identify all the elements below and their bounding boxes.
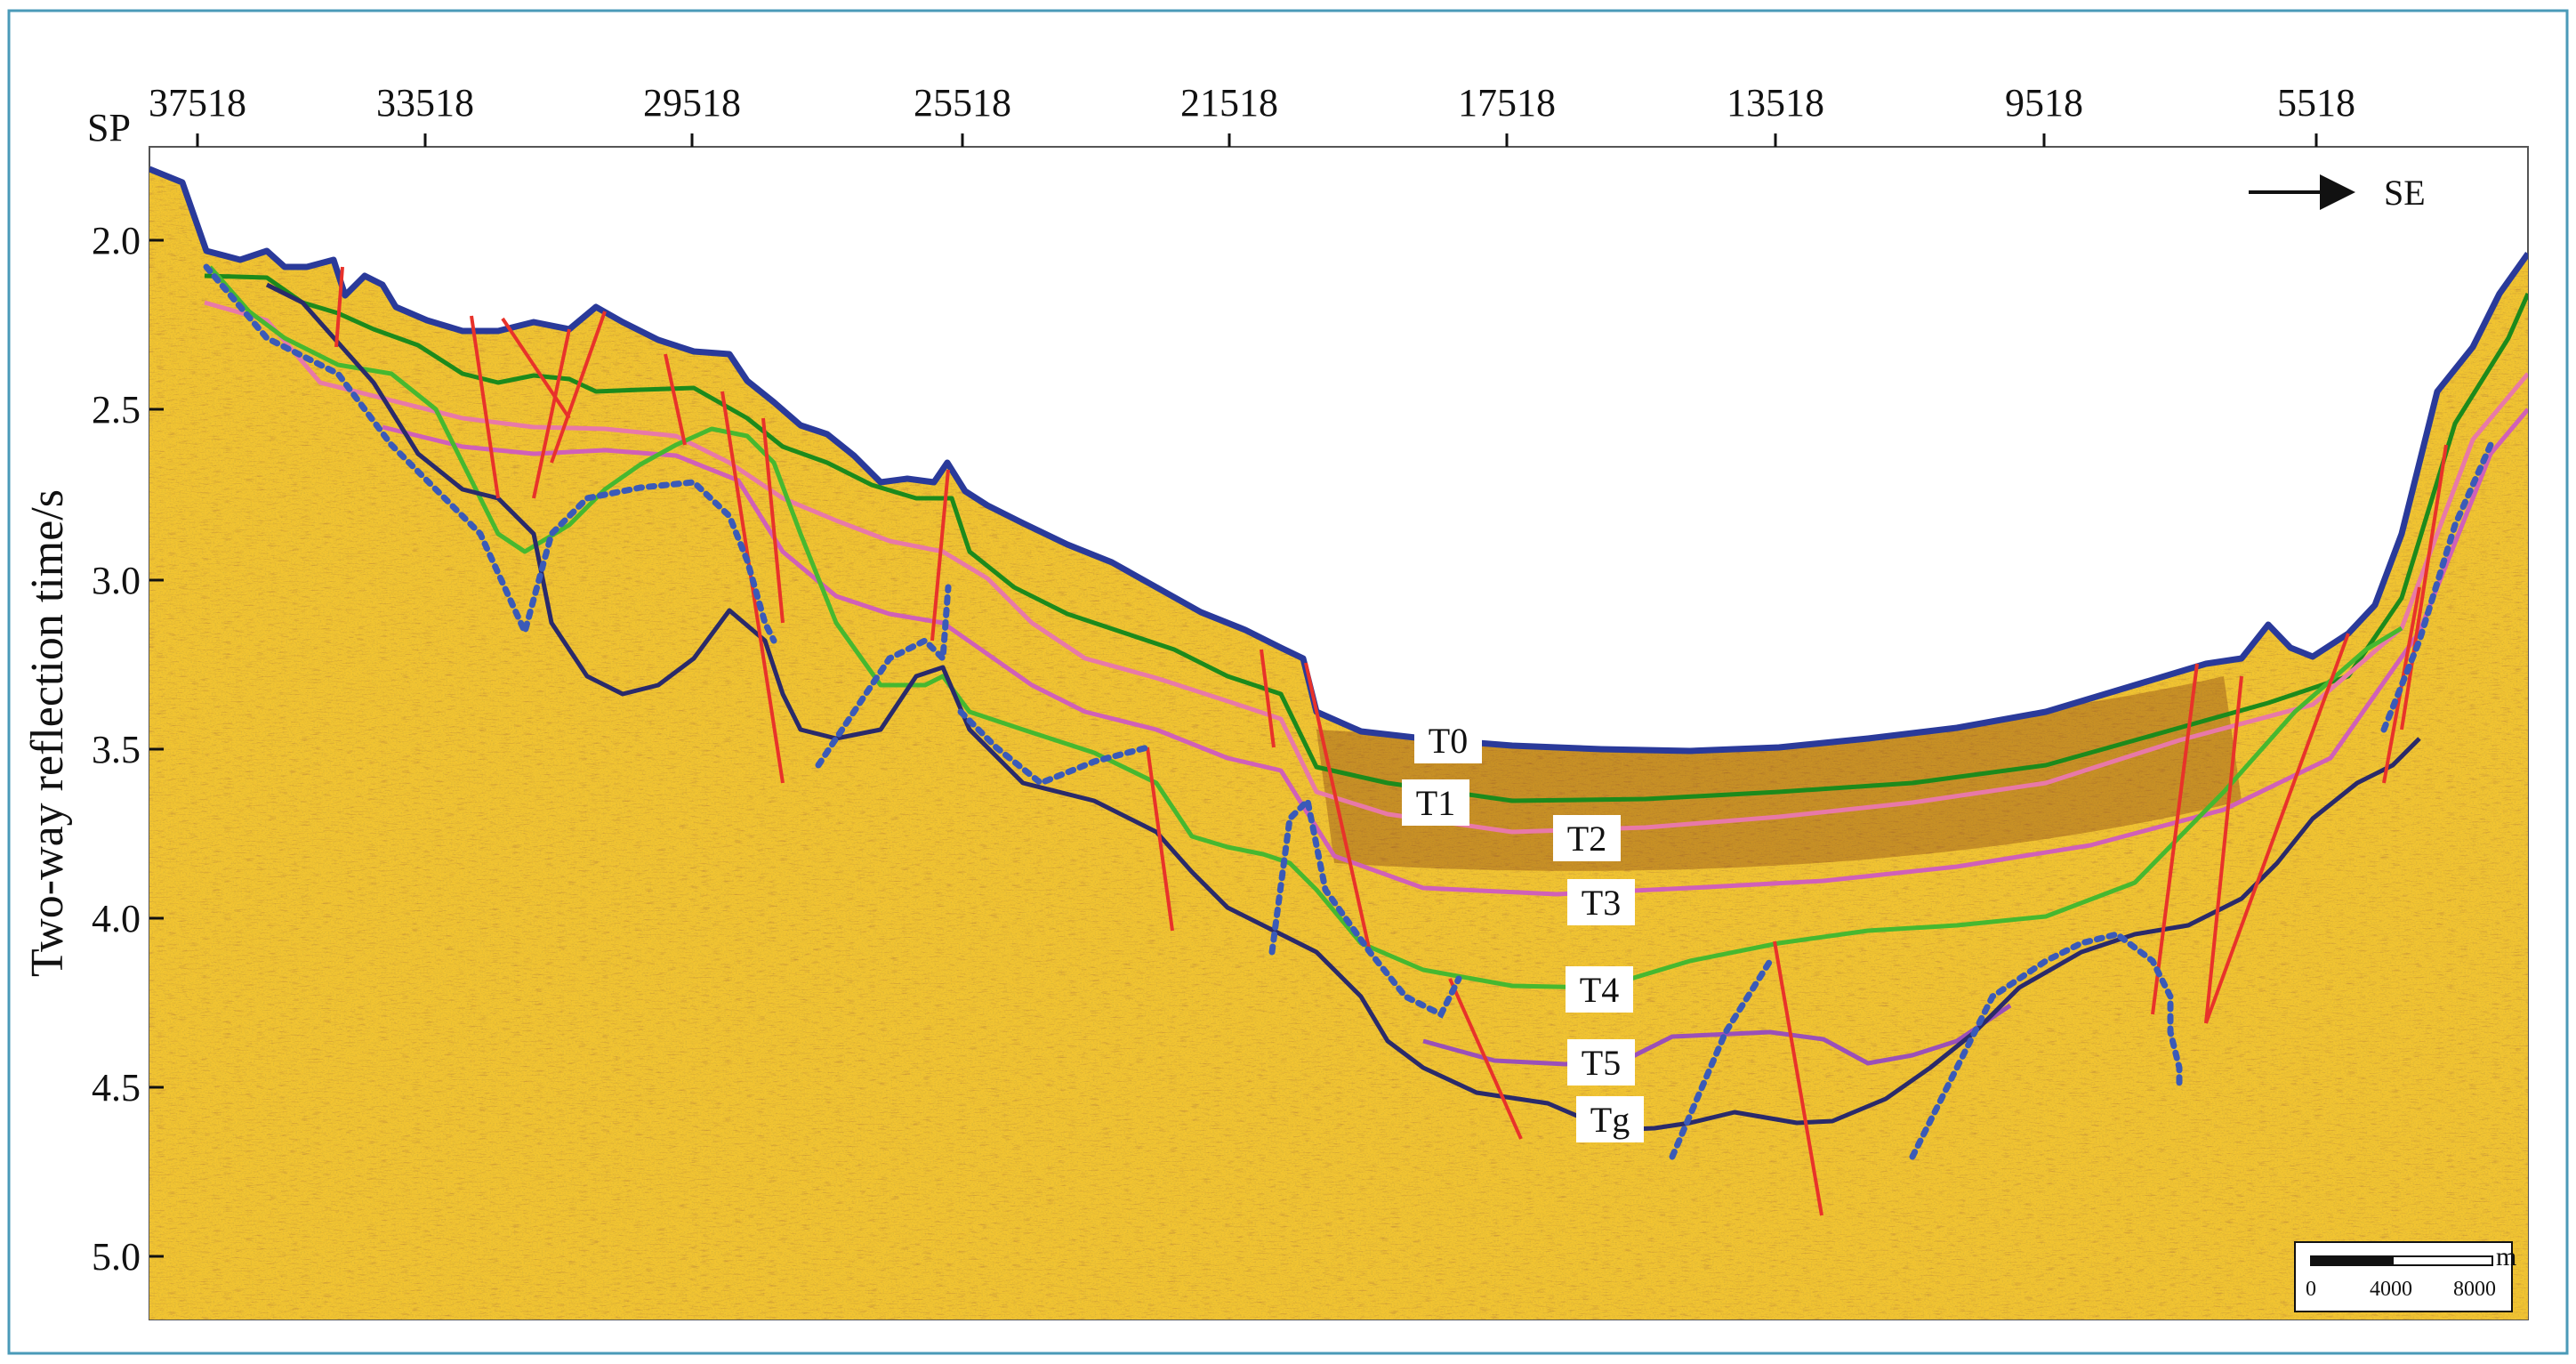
- sp-tick-label: 33518: [376, 81, 474, 125]
- horizon-t3-line: [382, 408, 2528, 897]
- scale-bar-white-segment: [2392, 1255, 2493, 1266]
- horizon-t2-line: [204, 300, 2528, 835]
- fault-line: [761, 417, 785, 624]
- direction-label: SE: [2384, 173, 2426, 213]
- fault-line: [930, 469, 950, 642]
- horizon-label-box: [1576, 1096, 1644, 1142]
- basement-boundary: [203, 263, 2494, 1160]
- horizon-tg-line: [265, 282, 2421, 1133]
- horizon-label-t2: T2: [1567, 819, 1606, 859]
- time-tick-label: 5.0: [92, 1235, 141, 1279]
- sp-axis: SP 37518 33518 29518 25518 21518 17518 13518 95…: [87, 81, 2355, 149]
- fault-line: [1448, 978, 1523, 1140]
- horizon-t5-line: [1422, 1003, 2012, 1067]
- fault-line: [1146, 747, 1174, 932]
- time-tick-label: 2.5: [92, 388, 141, 432]
- horizon-label-box: [1553, 815, 1621, 861]
- basement-dotted-line: [1669, 957, 1774, 1160]
- scale-unit: m: [2496, 1242, 2516, 1271]
- time-axis: 2.0 2.5 3.0 3.5 4.0 4.5 5.0 Two-way reflection…: [22, 219, 164, 1279]
- fault-line: [2204, 633, 2350, 1024]
- horizon-t4-line: [208, 265, 2403, 990]
- time-tick-label: 3.0: [92, 559, 141, 602]
- time-tick-label: 2.0: [92, 219, 141, 262]
- sp-tick-label: 25518: [914, 81, 1011, 125]
- basement-dotted-line: [203, 263, 777, 644]
- fault-line: [550, 311, 607, 464]
- horizon-t0-line: [149, 165, 2528, 755]
- fault-line: [664, 353, 687, 446]
- horizon-label-t0: T0: [1429, 721, 1468, 761]
- scale-label-0: 0: [2306, 1278, 2316, 1301]
- sp-tick-label: 13518: [1727, 81, 1824, 125]
- sp-tick-label: 21518: [1180, 81, 1278, 125]
- horizon-label-box: [1567, 879, 1635, 925]
- fault-line: [501, 317, 571, 420]
- fault-line: [2400, 444, 2448, 730]
- scale-label-1: 4000: [2370, 1278, 2412, 1301]
- horizon-label-t1: T1: [1416, 783, 1455, 823]
- y-axis-label: Two-way reflection time/s: [22, 489, 73, 977]
- scale-label-2: 8000: [2453, 1278, 2496, 1301]
- sp-prefix: SP: [87, 106, 131, 149]
- fault-line: [2204, 675, 2243, 1024]
- basement-dotted-line: [957, 708, 1151, 787]
- horizon-label-box: [1402, 779, 1469, 826]
- fault-line: [2151, 663, 2199, 1015]
- fault-line: [1260, 649, 1276, 748]
- basement-dotted-line: [2380, 441, 2494, 733]
- scale-bar: m 0 4000 8000: [2294, 1241, 2516, 1312]
- horizon-labels: T0 T1 T2 T3 T4 T5 Tg: [1402, 717, 1644, 1142]
- horizon-label-box: [1566, 966, 1633, 1013]
- basement-dotted-line: [815, 584, 952, 769]
- basin-fill-reflectors: [1316, 676, 2242, 871]
- time-tick-label: 3.5: [92, 728, 141, 771]
- horizon-label-t4: T4: [1580, 970, 1619, 1010]
- fault-line: [1304, 662, 1372, 953]
- sp-tick-label: 9518: [2005, 81, 2083, 125]
- figure-border: [7, 9, 2569, 1355]
- horizon-label-t3: T3: [1582, 883, 1621, 923]
- horizon-label-box: [1414, 717, 1482, 763]
- fault-line: [1773, 940, 1823, 1216]
- basement-dotted-line: [1909, 931, 2183, 1160]
- sp-tick-label: 29518: [643, 81, 741, 125]
- sp-tick-label: 37518: [149, 81, 246, 125]
- fault-line: [334, 266, 344, 348]
- horizon-lines: [149, 165, 2528, 1133]
- basement-dotted-line: [1268, 794, 1462, 1019]
- time-tick-label: 4.5: [92, 1066, 141, 1110]
- horizon-label-t5: T5: [1582, 1043, 1621, 1083]
- sp-tick-label: 17518: [1458, 81, 1556, 125]
- scale-bar-black-segment: [2311, 1256, 2393, 1265]
- direction-indicator: SE: [2249, 173, 2426, 213]
- time-tick-label: 4.0: [92, 897, 141, 940]
- fault-line: [470, 315, 500, 499]
- horizon-label-tg: Tg: [1590, 1100, 1630, 1140]
- horizon-label-box: [1567, 1039, 1635, 1086]
- fault-line: [532, 328, 571, 499]
- sp-tick-label: 5518: [2277, 81, 2355, 125]
